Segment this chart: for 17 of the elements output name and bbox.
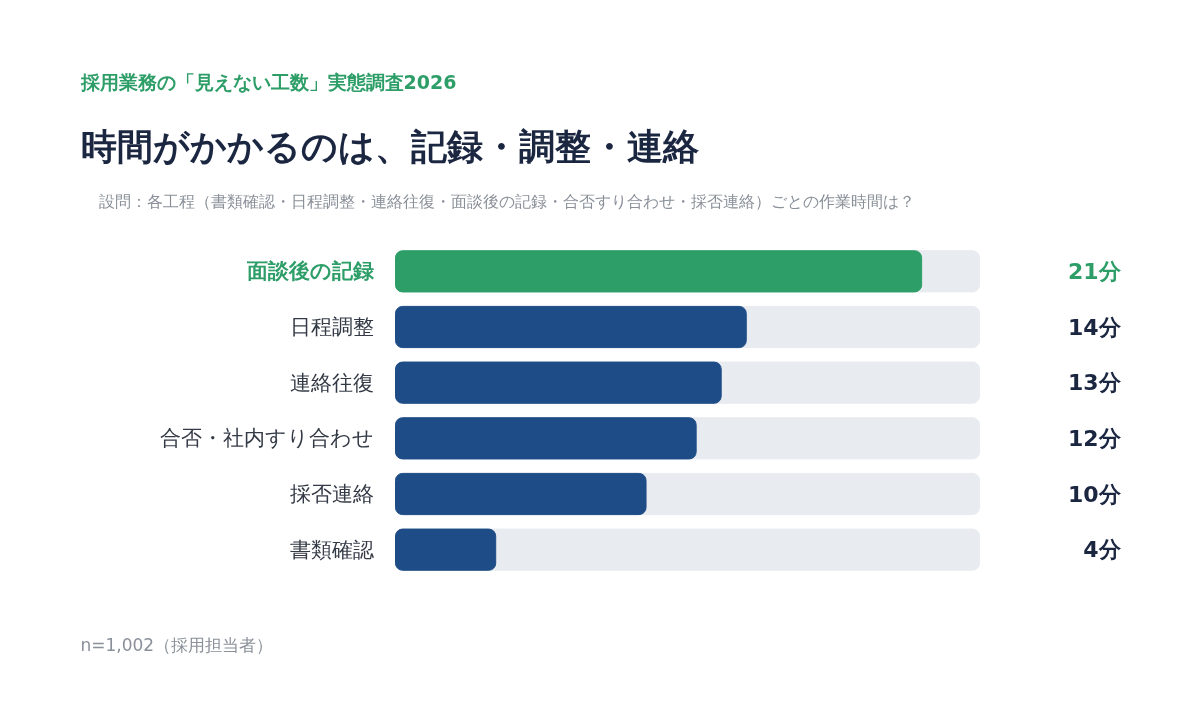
data-label: 13分 [1067, 370, 1122, 396]
data-label: 21分 [1067, 258, 1122, 284]
y-tick-label: 合否・社内すり合わせ [159, 426, 374, 451]
chart-title: 時間がかかるのは、記録・調整・連絡 [80, 126, 700, 167]
data-label: 10分 [1067, 481, 1122, 507]
y-tick-label: 連絡往復 [289, 370, 374, 395]
data-label: 12分 [1067, 425, 1122, 451]
y-tick-label: 書類確認 [289, 537, 374, 562]
y-tick-label: 採否連絡 [289, 482, 374, 506]
text: 設問：各工程（書類確認・日程調整・連絡往復・面談後の記録・合否すり合わせ・採否連絡）ごとの作業時間は？ [98, 192, 915, 211]
chart-subtitle: 採用業務の「見えない工数」実態調査2026 [79, 70, 457, 93]
text: n=1,002（採用担当者） [80, 634, 274, 655]
y-tick-label: 面談後の記録 [245, 259, 374, 284]
data-label: 14分 [1067, 314, 1122, 340]
bar [395, 528, 497, 571]
y-tick-label: 日程調整 [289, 315, 374, 339]
data-label: 4分 [1083, 537, 1122, 563]
